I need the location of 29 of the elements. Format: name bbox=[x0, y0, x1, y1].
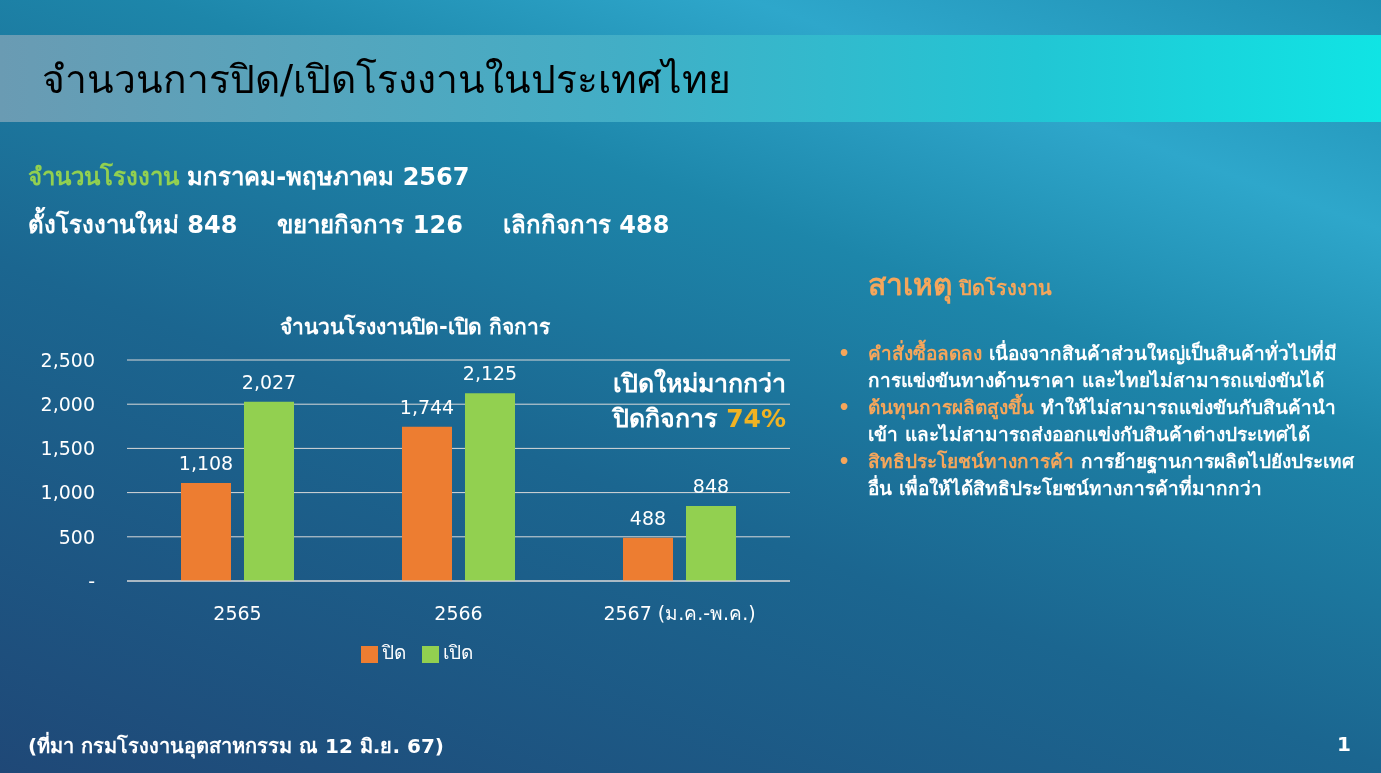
data-label: 2,125 bbox=[462, 362, 518, 385]
x-tick-label: 2567 (ม.ค.-พ.ค.) bbox=[603, 602, 756, 625]
text: • ต้นทุนการผลิตสูงขึ้น ทำให้ไม่สามารถแข่งขันกับสินค้านำเข้า และไม่สามารถส่งออกแข่งกับสินค้าต่างประเทศได้ bbox=[838, 394, 1336, 447]
data-label: 2,027 bbox=[241, 370, 297, 393]
text: เลิกกิจการ 488 bbox=[502, 210, 670, 241]
text: • สิทธิประโยชน์ทางการค้า การย้ายฐานการผลิตไปยังประเทศอื่น เพื่อให้ได้สิทธิประโยชน์ทางการค้าที่มากกว่า bbox=[838, 449, 1354, 501]
text: สาเหตุ ปิดโรงงาน bbox=[868, 267, 1052, 302]
y-tick-label: 1,000 bbox=[40, 481, 95, 504]
y-tick-label: 2,500 bbox=[40, 348, 95, 371]
text: ตั้งโรงงานใหม่ 848 bbox=[28, 208, 238, 241]
y-tick-label: 500 bbox=[58, 525, 95, 548]
text: • คำสั่งซื้อลดลง เนื่องจากสินค้าส่วนใหญ่เป็นสินค้าทั่วไปที่มีการแข่งขันทางด้านราคา และไทยไม่สามารถแข่งขันได้ bbox=[838, 340, 1337, 393]
text: 1 bbox=[1337, 731, 1351, 758]
legend-label: เปิด bbox=[443, 641, 473, 663]
y-tick-label: 1,500 bbox=[40, 437, 95, 460]
text: ขยายกิจการ 126 bbox=[277, 210, 463, 241]
text: จำนวนโรงงาน มกราคม-พฤษภาคม 2567 bbox=[28, 161, 470, 193]
data-label: 1,108 bbox=[178, 452, 234, 475]
chart-subtitle: จำนวนโรงงานปิด-เปิด กิจการ bbox=[279, 315, 551, 339]
data-label: 848 bbox=[692, 475, 730, 498]
chart-title: จำนวนการปิด/เปิดโรงงานในประเทศไทย bbox=[42, 56, 732, 104]
x-tick-label: 2566 bbox=[434, 602, 483, 625]
legend-label: ปิด bbox=[382, 641, 406, 663]
y-tick-label: 2,000 bbox=[40, 392, 95, 415]
annotation: เปิดใหม่มากกว่า ปิดกิจการ 74% bbox=[613, 367, 786, 435]
y-tick-label: - bbox=[88, 569, 95, 592]
data-label: 488 bbox=[629, 506, 667, 529]
text: (ที่มา กรมโรงงานอุตสาหกรรม ณ 12 มิ.ย. 67) bbox=[28, 731, 444, 761]
x-tick-label: 2565 bbox=[213, 602, 262, 625]
